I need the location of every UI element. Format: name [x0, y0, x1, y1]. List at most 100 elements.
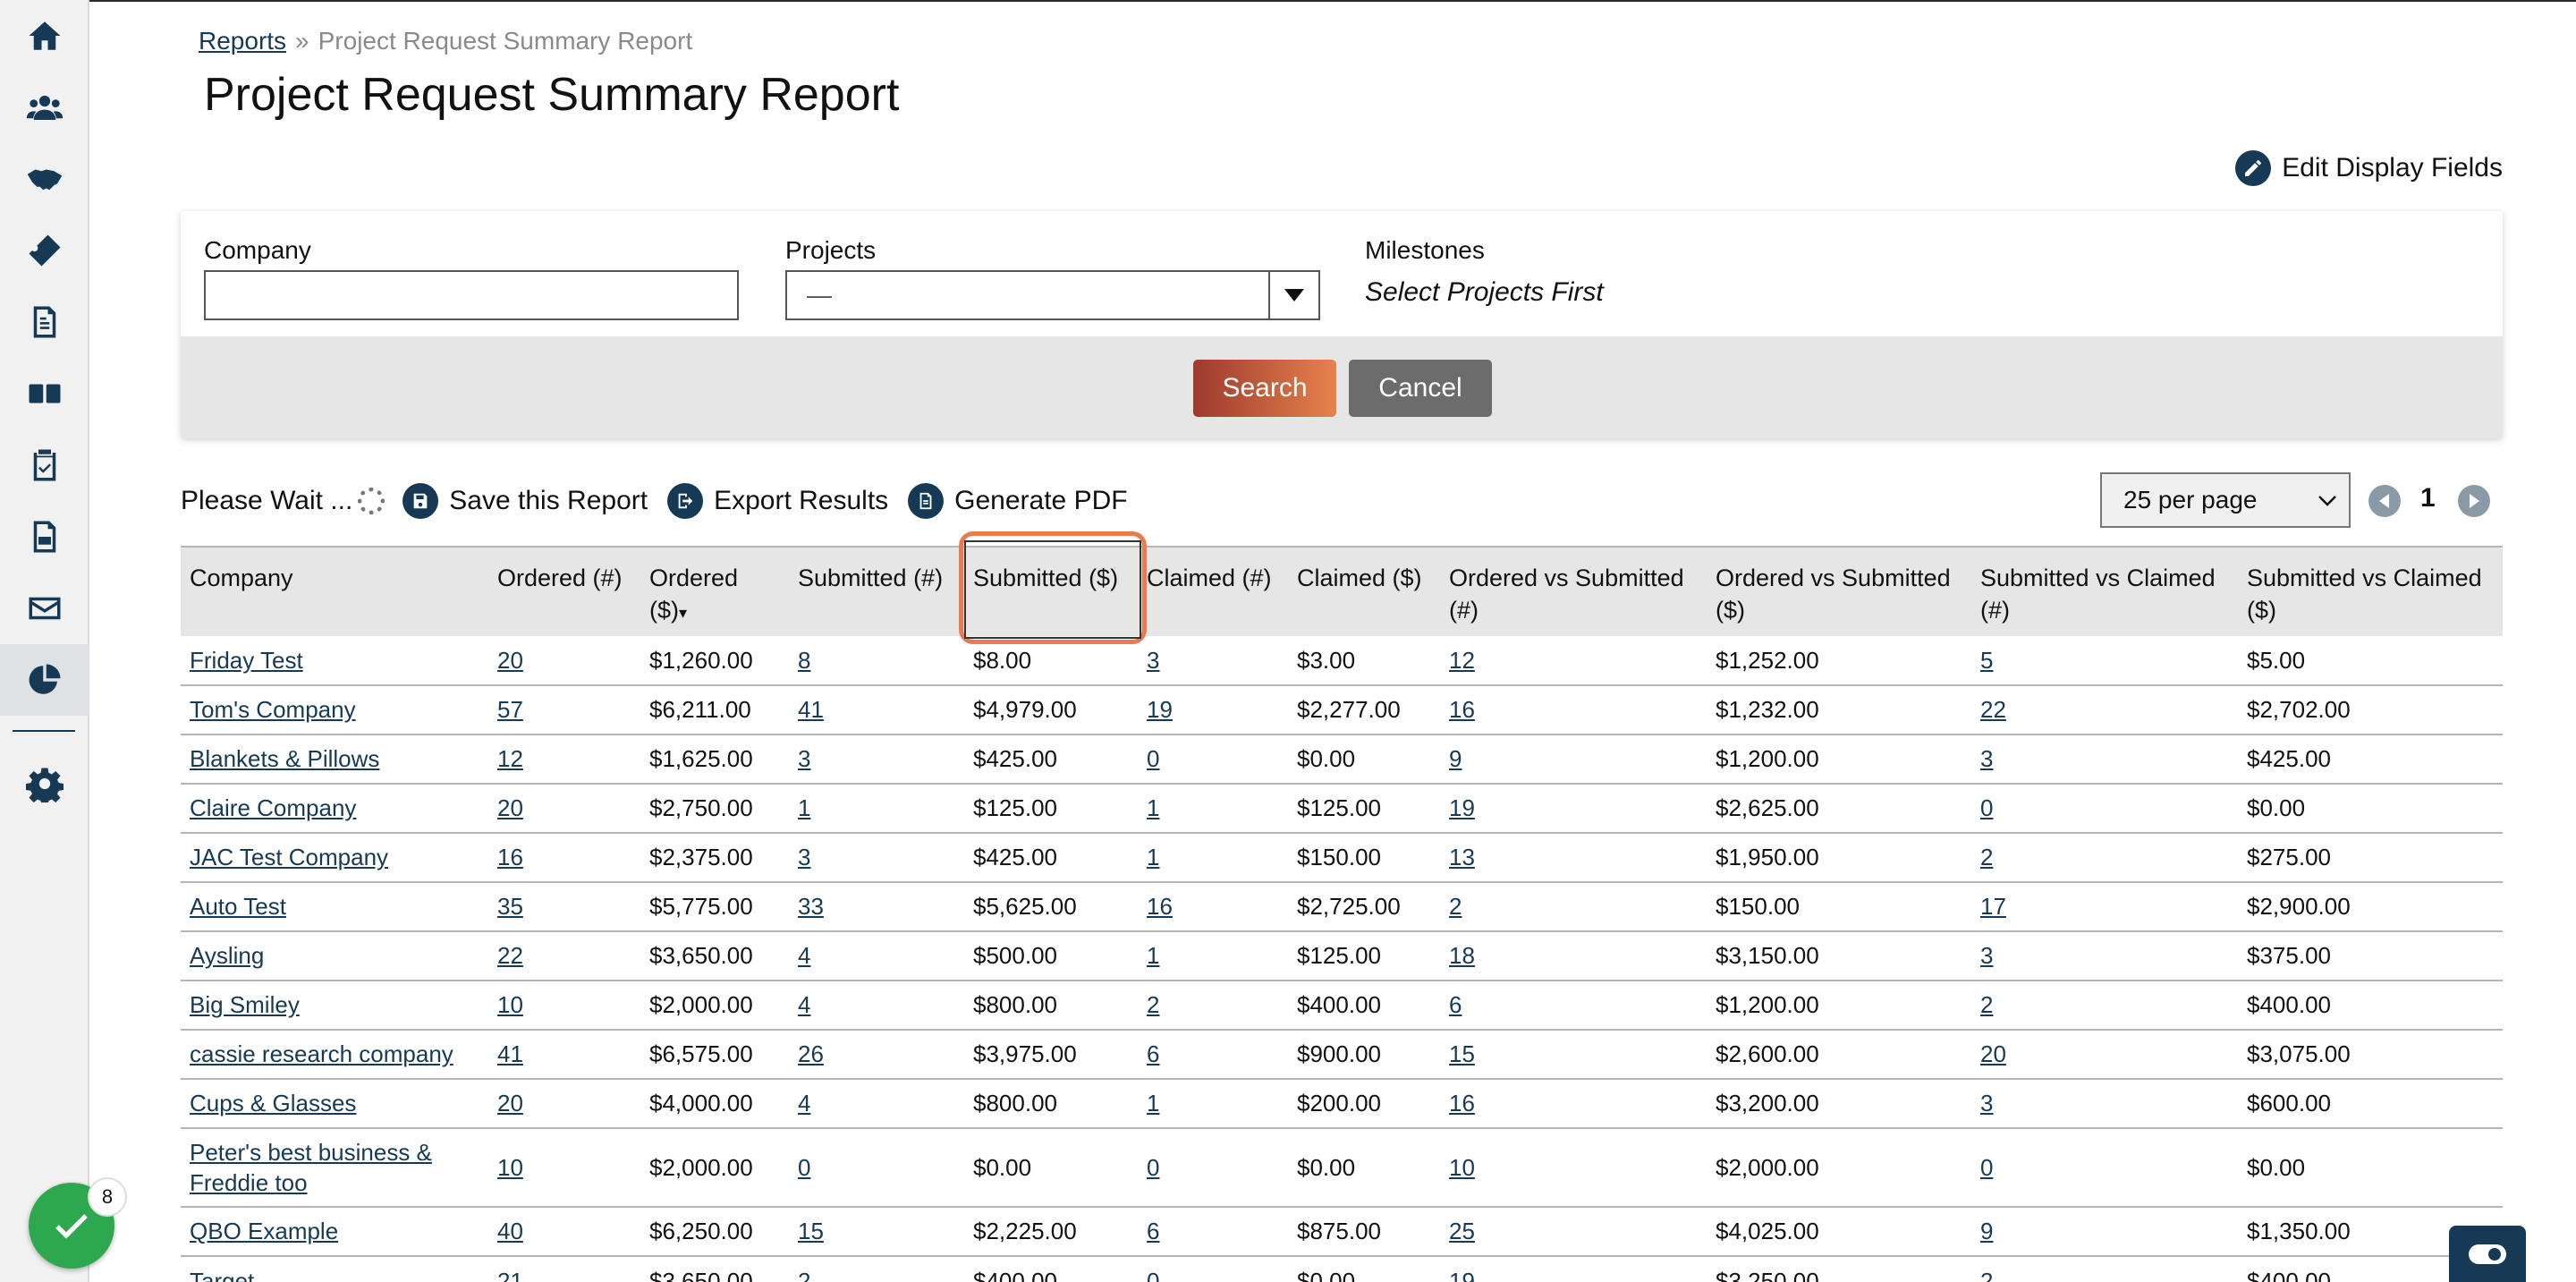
company-link[interactable]: Aysling: [190, 942, 265, 969]
count-link[interactable]: 22: [1980, 696, 2006, 723]
count-link[interactable]: 35: [497, 893, 523, 920]
count-link[interactable]: 0: [1147, 1267, 1160, 1282]
chat-widget-button[interactable]: [2449, 1226, 2526, 1282]
count-link[interactable]: 20: [497, 646, 523, 674]
count-link[interactable]: 16: [1449, 696, 1475, 723]
count-link[interactable]: 17: [1980, 893, 2006, 920]
column-header-ordered-amount[interactable]: Ordered ($)▾: [640, 546, 789, 636]
count-link[interactable]: 10: [497, 991, 523, 1018]
count-link[interactable]: 16: [1147, 893, 1173, 920]
count-link[interactable]: 21: [497, 1267, 523, 1282]
count-link[interactable]: 40: [497, 1218, 523, 1244]
count-link[interactable]: 1: [1147, 794, 1160, 821]
company-link[interactable]: Cups & Glasses: [190, 1090, 357, 1116]
count-link[interactable]: 19: [1147, 696, 1173, 723]
search-button[interactable]: Search: [1193, 360, 1336, 417]
count-link[interactable]: 3: [798, 844, 811, 870]
count-link[interactable]: 2: [798, 1267, 811, 1282]
column-header-claimed-amount[interactable]: Claimed ($): [1288, 546, 1440, 636]
count-link[interactable]: 4: [798, 1090, 811, 1116]
count-link[interactable]: 16: [497, 844, 523, 870]
count-link[interactable]: 0: [1980, 794, 1994, 821]
count-link[interactable]: 41: [798, 696, 824, 723]
company-link[interactable]: Blankets & Pillows: [190, 745, 380, 772]
sidebar-item-tickets[interactable]: [0, 215, 89, 286]
count-link[interactable]: 20: [1980, 1040, 2006, 1067]
sidebar-item-users[interactable]: [0, 72, 89, 143]
generate-pdf-button[interactable]: Generate PDF: [908, 483, 1128, 519]
cancel-button[interactable]: Cancel: [1349, 360, 1492, 417]
count-link[interactable]: 26: [798, 1040, 824, 1067]
count-link[interactable]: 1: [1147, 1090, 1160, 1116]
count-link[interactable]: 1: [1147, 942, 1160, 969]
count-link[interactable]: 9: [1449, 745, 1462, 772]
column-header-ordered-count[interactable]: Ordered (#): [488, 546, 640, 636]
count-link[interactable]: 12: [1449, 646, 1475, 674]
count-link[interactable]: 22: [497, 942, 523, 969]
company-link[interactable]: Claire Company: [190, 794, 357, 821]
column-header-submitted-vs-claimed-count[interactable]: Submitted vs Claimed (#): [1971, 546, 2238, 636]
count-link[interactable]: 8: [798, 646, 811, 674]
count-link[interactable]: 0: [1147, 745, 1160, 772]
count-link[interactable]: 4: [798, 991, 811, 1018]
count-link[interactable]: 2: [1980, 991, 1994, 1018]
count-link[interactable]: 41: [497, 1040, 523, 1067]
count-link[interactable]: 2: [1147, 991, 1160, 1018]
sidebar-item-reports[interactable]: [0, 644, 89, 716]
count-link[interactable]: 3: [1147, 646, 1160, 674]
count-link[interactable]: 12: [497, 745, 523, 772]
count-link[interactable]: 10: [1449, 1154, 1475, 1181]
company-link[interactable]: cassie research company: [190, 1040, 453, 1067]
company-link[interactable]: Target: [190, 1267, 255, 1282]
count-link[interactable]: 18: [1449, 942, 1475, 969]
sidebar-item-settings[interactable]: [0, 748, 89, 819]
count-link[interactable]: 3: [1980, 745, 1994, 772]
count-link[interactable]: 3: [1980, 1090, 1994, 1116]
count-link[interactable]: 2: [1980, 844, 1994, 870]
count-link[interactable]: 5: [1980, 646, 1994, 674]
count-link[interactable]: 15: [1449, 1040, 1475, 1067]
column-header-ordered-vs-submitted-amount[interactable]: Ordered vs Submitted ($): [1707, 546, 1971, 636]
count-link[interactable]: 6: [1147, 1040, 1160, 1067]
previous-page-button[interactable]: [2368, 485, 2401, 517]
next-page-button[interactable]: [2458, 485, 2490, 517]
column-header-ordered-vs-submitted-count[interactable]: Ordered vs Submitted (#): [1440, 546, 1707, 636]
count-link[interactable]: 0: [798, 1154, 811, 1181]
breadcrumb-reports-link[interactable]: Reports: [199, 27, 287, 55]
count-link[interactable]: 20: [497, 1090, 523, 1116]
count-link[interactable]: 6: [1449, 991, 1462, 1018]
sidebar-item-invoices[interactable]: [0, 286, 89, 358]
export-results-button[interactable]: Export Results: [667, 483, 888, 519]
count-link[interactable]: 2: [1980, 1267, 1994, 1282]
company-link[interactable]: Big Smiley: [190, 991, 300, 1018]
count-link[interactable]: 15: [798, 1218, 824, 1244]
count-link[interactable]: 19: [1449, 794, 1475, 821]
count-link[interactable]: 19: [1449, 1267, 1475, 1282]
column-header-submitted-vs-claimed-amount[interactable]: Submitted vs Claimed ($): [2238, 546, 2503, 636]
count-link[interactable]: 3: [1980, 942, 1994, 969]
count-link[interactable]: 1: [798, 794, 811, 821]
sidebar-item-messages[interactable]: [0, 573, 89, 644]
edit-display-fields-button[interactable]: Edit Display Fields: [2235, 150, 2503, 186]
count-link[interactable]: 16: [1449, 1090, 1475, 1116]
company-input[interactable]: [204, 270, 739, 320]
count-link[interactable]: 20: [497, 794, 523, 821]
projects-dropdown-toggle[interactable]: [1268, 272, 1318, 318]
count-link[interactable]: 3: [798, 745, 811, 772]
sidebar-item-partners[interactable]: [0, 143, 89, 215]
column-header-submitted-count[interactable]: Submitted (#): [789, 546, 964, 636]
company-link[interactable]: Peter's best business & Freddie too: [190, 1139, 432, 1196]
projects-select[interactable]: —: [785, 270, 1320, 320]
company-link[interactable]: Auto Test: [190, 893, 286, 920]
sidebar-item-tasks[interactable]: [0, 429, 89, 501]
count-link[interactable]: 6: [1147, 1218, 1160, 1244]
sidebar-item-w2[interactable]: [0, 501, 89, 573]
count-link[interactable]: 25: [1449, 1218, 1475, 1244]
count-link[interactable]: 1: [1147, 844, 1160, 870]
count-link[interactable]: 10: [497, 1154, 523, 1181]
column-header-company[interactable]: Company: [181, 546, 488, 636]
count-link[interactable]: 2: [1449, 893, 1462, 920]
company-link[interactable]: Tom's Company: [190, 696, 356, 723]
sidebar-item-billing[interactable]: [0, 358, 89, 429]
count-link[interactable]: 57: [497, 696, 523, 723]
